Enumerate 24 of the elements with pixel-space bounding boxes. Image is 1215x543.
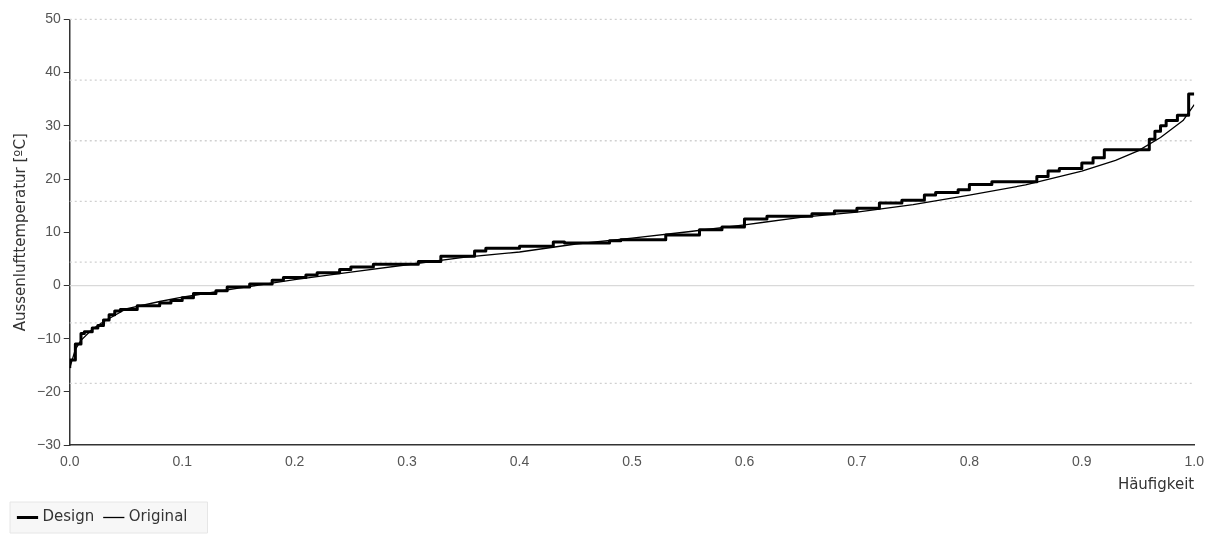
x-tick-label: 1.0 — [1184, 453, 1205, 470]
x-tick-label: 0.4 — [509, 453, 530, 470]
y-tick-label: 0 — [52, 276, 61, 293]
legend-label: Original — [128, 507, 188, 526]
y-tick-label: 10 — [45, 223, 61, 240]
legend-label: Design — [42, 507, 95, 526]
x-tick-label: 0.3 — [397, 453, 418, 470]
x-tick-label: 0.2 — [284, 453, 305, 470]
y-tick-label: −30 — [37, 436, 61, 453]
x-tick-label: 0.8 — [959, 453, 980, 470]
x-tick-label: 0.9 — [1072, 453, 1092, 470]
y-tick-label: −10 — [37, 329, 61, 346]
y-axis-title: Aussenlufttemperatur [ºC] — [10, 133, 29, 332]
y-tick-label: −20 — [37, 382, 61, 399]
y-tick-label: 30 — [45, 116, 61, 133]
x-tick-label: 0.6 — [734, 453, 755, 470]
y-tick-label: 50 — [45, 10, 61, 27]
x-tick-label: 0.1 — [172, 453, 193, 470]
x-axis-title: Häufigkeit — [1117, 474, 1195, 493]
y-tick-label: 20 — [45, 169, 61, 186]
y-tick-label: 40 — [45, 63, 61, 80]
x-tick-label: 0.0 — [60, 453, 80, 470]
x-tick-label: 0.5 — [622, 453, 642, 470]
x-tick-label: 0.7 — [847, 453, 867, 470]
